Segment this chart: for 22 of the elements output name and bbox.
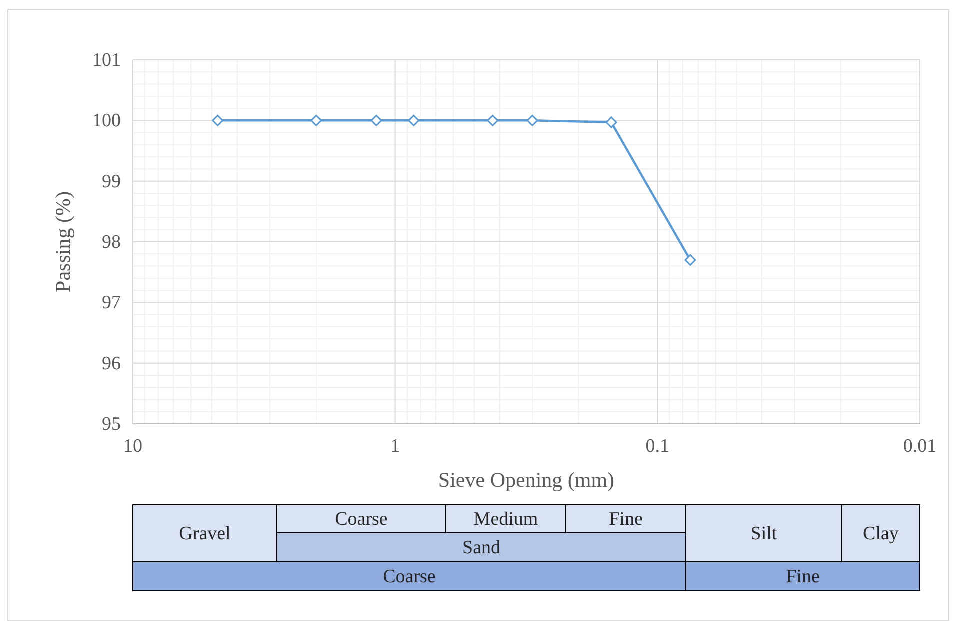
text: Coarse (335, 509, 388, 530)
y-tick-label: 95 (102, 414, 121, 435)
y-tick-label: 96 (102, 353, 121, 374)
y-tick-label: 98 (102, 232, 121, 253)
y-tick-label: 97 (102, 292, 121, 314)
text: Gravel (179, 524, 231, 544)
text: Fine (786, 566, 820, 588)
y-axis-title: Passing (%) (51, 192, 75, 292)
text: Silt (750, 524, 778, 544)
x-tick-label: 1 (390, 436, 400, 457)
text: Medium (474, 509, 538, 530)
x-tick-label: 0.01 (903, 436, 937, 457)
text: Clay (863, 524, 900, 544)
y-tick-label: 99 (102, 171, 121, 192)
x-tick-label: 10 (124, 436, 142, 457)
x-tick-label: 0.1 (646, 436, 670, 457)
x-axis-title: Sieve Opening (mm) (438, 468, 615, 492)
y-tick-label: 101 (92, 50, 121, 71)
text: Sand (462, 538, 501, 558)
text: Coarse (383, 566, 436, 588)
y-tick-label: 100 (92, 110, 121, 132)
text: Fine (609, 509, 643, 530)
